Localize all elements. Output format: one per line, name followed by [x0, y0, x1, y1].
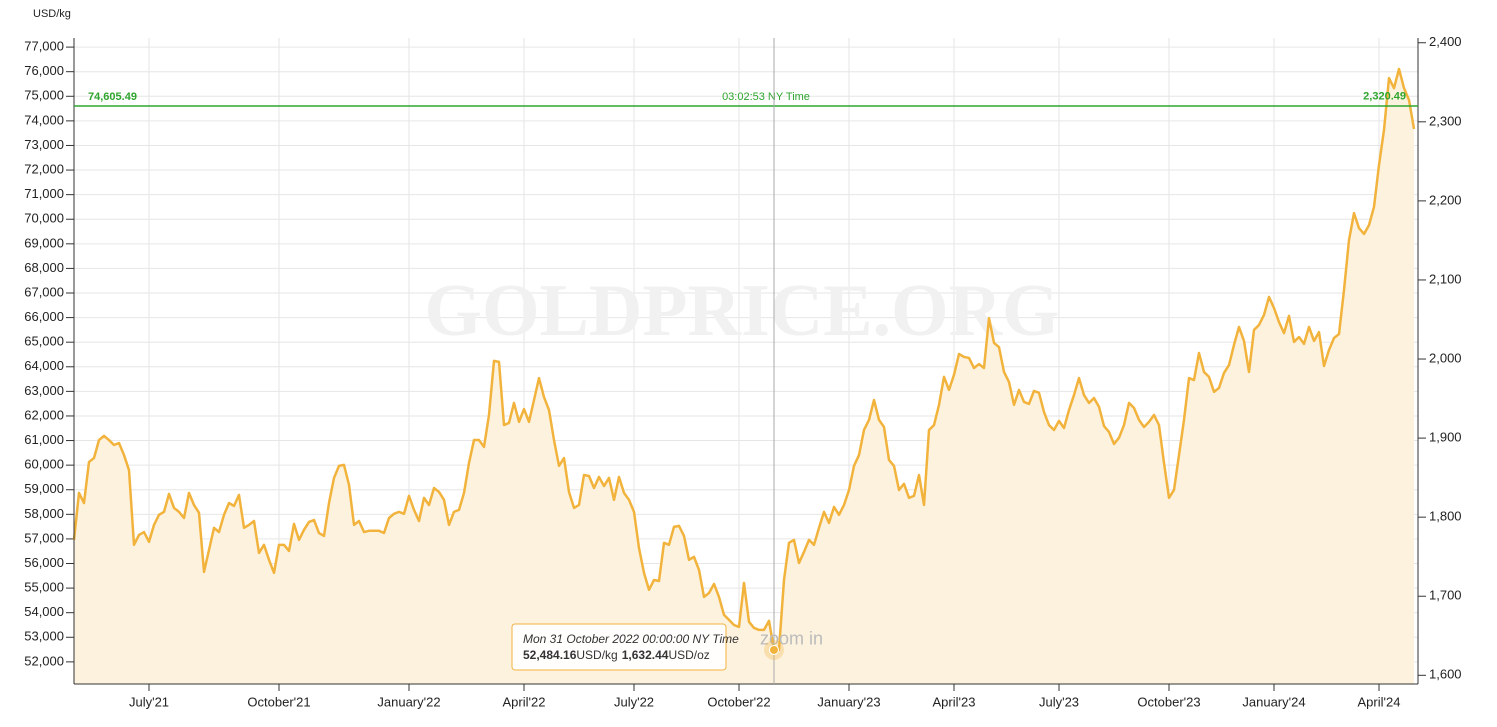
tooltip-oz: 1,632.44	[622, 648, 669, 662]
tooltip-oz-unit: USD/oz	[668, 648, 709, 662]
unit-label: USD/kg	[33, 8, 71, 20]
tooltip-box	[511, 623, 727, 671]
y-tick-label: 68,000	[24, 260, 64, 275]
hover-point	[769, 644, 779, 655]
y-tick-label: 66,000	[24, 309, 64, 324]
y2-tick-label: 2,000	[1429, 350, 1462, 365]
y-tick-label: 76,000	[24, 63, 64, 78]
tooltip-kg: 52,484.16	[523, 648, 577, 662]
reference-label: 74,605.49	[88, 91, 137, 103]
x-tick-label: April'22	[503, 694, 546, 709]
y-tick-label: 52,000	[24, 653, 64, 668]
y-tick-label: 75,000	[24, 88, 64, 103]
y2-tick-label: 1,800	[1429, 509, 1462, 524]
tooltip-date: Mon 31 October 2022 00:00:00 NY Time	[523, 632, 739, 646]
y-tick-label: 73,000	[24, 137, 64, 152]
y2-tick-label: 1,700	[1429, 588, 1462, 603]
price-line	[72, 67, 1416, 652]
y-tick-label: 69,000	[24, 235, 64, 250]
y-tick-label: 53,000	[24, 629, 64, 644]
x-tick-label: July'21	[129, 694, 169, 709]
x-tick-label: January'24	[1242, 694, 1305, 709]
y-tick-label: 67,000	[24, 284, 64, 299]
zoom-hint: zoom in	[760, 629, 823, 649]
y2-tick-label: 1,600	[1429, 667, 1462, 682]
tooltip-kg-unit: USD/kg	[576, 648, 617, 662]
y-tick-label: 61,000	[24, 432, 64, 447]
x-tick-label: April'23	[933, 694, 976, 709]
y-tick-label: 63,000	[24, 383, 64, 398]
watermark: GOLDPRICE.ORG	[424, 270, 1059, 352]
y-tick-label: 60,000	[24, 457, 64, 472]
x-tick-label: July'22	[614, 694, 654, 709]
y-tick-label: 62,000	[24, 407, 64, 422]
area-fill	[74, 68, 1414, 685]
y2-tick-label: 2,100	[1429, 271, 1462, 286]
reference-y2-label: 2,320.49	[1363, 91, 1406, 103]
x-tick-label: July'23	[1039, 694, 1079, 709]
x-tick-label: October'21	[247, 694, 310, 709]
x-tick-label: January'22	[377, 694, 440, 709]
y2-tick-label: 1,900	[1429, 430, 1462, 445]
tooltip-values: 52,484.16USD/kg 1,632.44USD/oz	[523, 648, 710, 662]
x-tick-label: October'23	[1137, 694, 1200, 709]
y-tick-label: 72,000	[24, 161, 64, 176]
y-tick-label: 71,000	[24, 186, 64, 201]
y-tick-label: 74,000	[24, 112, 64, 127]
y-tick-label: 57,000	[24, 530, 64, 545]
y-tick-label: 64,000	[24, 358, 64, 373]
y-tick-label: 65,000	[24, 334, 64, 349]
x-tick-label: April'24	[1358, 694, 1401, 709]
y-tick-label: 58,000	[24, 506, 64, 521]
y-tick-label: 56,000	[24, 555, 64, 570]
y-tick-label: 70,000	[24, 211, 64, 226]
y2-tick-label: 2,200	[1429, 192, 1462, 207]
y-tick-label: 59,000	[24, 481, 64, 496]
x-tick-label: October'22	[707, 694, 770, 709]
y2-tick-label: 2,400	[1429, 34, 1462, 49]
x-tick-label: January'23	[817, 694, 880, 709]
y2-tick-label: 2,300	[1429, 113, 1462, 128]
y-tick-label: 54,000	[24, 604, 64, 619]
y-tick-label: 77,000	[24, 39, 64, 54]
reference-time: 03:02:53 NY Time	[722, 91, 810, 103]
y-tick-label: 55,000	[24, 580, 64, 595]
